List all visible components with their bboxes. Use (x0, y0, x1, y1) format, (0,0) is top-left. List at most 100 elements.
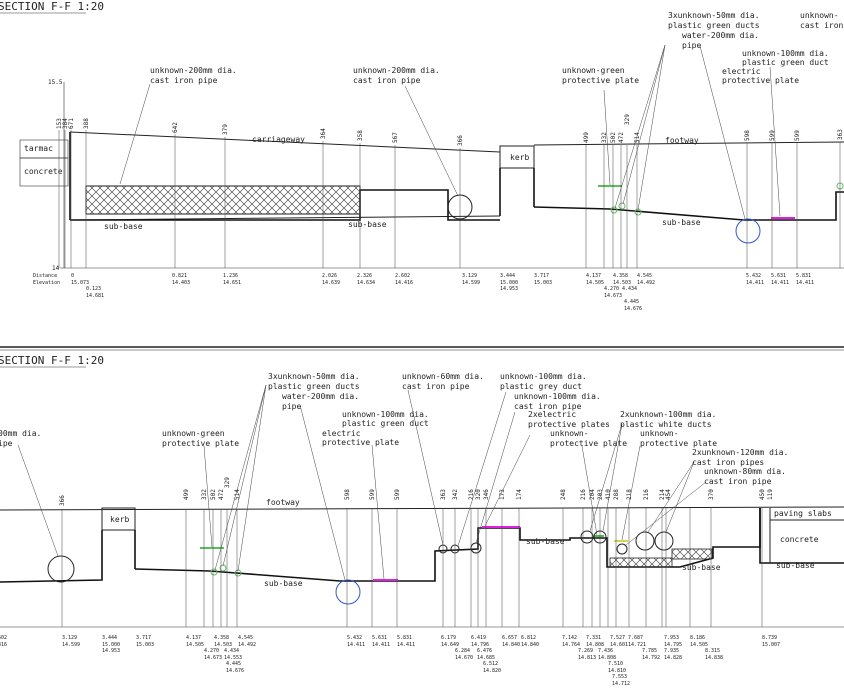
bottom-leader (371, 444, 385, 580)
top-station-elevation: 14.634 (357, 280, 375, 286)
top-annotation-line: unknown- (800, 11, 839, 20)
bottom-leader (407, 389, 444, 546)
top-station-elevation: 15.000 (500, 280, 518, 286)
bottom-120mm-pipe (654, 531, 674, 551)
bottom-station-elevation: 14.685 (477, 655, 495, 661)
top-carriageway-label: carriageway (252, 135, 305, 144)
bottom-leader (625, 481, 707, 546)
bottom-offset-label: 216 (580, 489, 587, 500)
top-leader (637, 44, 666, 211)
top-section: SECTION F-F 1:20 15.5 14 tarmac concrete… (0, 0, 844, 312)
bottom-offset-label: 332 (201, 489, 208, 500)
top-leader (614, 44, 666, 209)
top-annotations: unknown-200mm dia. cast iron pipe unknow… (150, 11, 844, 85)
bottom-station-distance: 8.739 (762, 635, 777, 641)
bottom-station-distance: 4.358 (214, 635, 229, 641)
bottom-station-distance: 4.270 (204, 648, 219, 654)
top-concrete-label: concrete (24, 167, 63, 176)
bottom-annotation-line: unknown-60mm dia. (402, 372, 484, 381)
bottom-offset-label: 214 (659, 489, 666, 500)
bottom-offset-label: 320 (475, 489, 482, 500)
top-station-distance: 4.445 (624, 299, 639, 305)
bottom-annotation-line: unknown-100mm dia. (514, 392, 601, 401)
bottom-station-elevation: 416 (0, 642, 7, 648)
bottom-offset-label: 366 (59, 495, 66, 506)
bottom-offset-label: 216 (468, 489, 475, 500)
bottom-station-elevation: 14.505 (186, 642, 204, 648)
bottom-station-elevation: 14.838 (705, 655, 723, 661)
top-leader (603, 89, 611, 186)
top-offset-label: 153 (56, 118, 63, 129)
top-offset-label: 364 (320, 128, 327, 139)
bottom-annotation-line: plastic white ducts (620, 420, 712, 429)
bottom-station-distance: 8.315 (705, 648, 720, 654)
bottom-station-labels: 602 416 3.129 14.599 3.444 15.000 14.953… (0, 635, 780, 687)
bottom-station-elevation: 15.000 (102, 642, 120, 648)
bottom-annotation-line: unknown-100mm dia. (500, 372, 587, 381)
bottom-station-elevation: 14.492 (238, 642, 256, 648)
bottom-station-distance: 6.179 (441, 635, 456, 641)
bottom-leader (602, 423, 623, 532)
top-subbase-label-1: sub-base (104, 222, 143, 231)
bottom-station-elevation: 14.712 (612, 681, 630, 687)
top-offset-label: 366 (457, 135, 464, 146)
bottom-station-distance: 602 (0, 635, 7, 641)
top-subbase-label-3: sub-base (662, 218, 701, 227)
bottom-station-distance: 7.687 (628, 635, 643, 641)
top-offset-label: 329 (624, 114, 631, 125)
bottom-kerb-box (101, 507, 136, 531)
bottom-leader-lines (17, 384, 707, 581)
top-station-distance: 5.432 (746, 273, 761, 279)
bottom-annotation-line: ipe (0, 439, 13, 448)
bottom-annotation-line: protective plate (322, 438, 399, 447)
top-station-elevation: 14.403 (172, 280, 190, 286)
bottom-offset-label: 119 (767, 489, 774, 500)
top-footway-surface (533, 141, 844, 146)
bottom-station-distance: 4.137 (186, 635, 201, 641)
bottom-station-distance: 7.785 (642, 648, 657, 654)
bottom-water-pipe (335, 579, 361, 605)
top-offset-label: 598 (744, 130, 751, 141)
top-station-elevation: 14.411 (746, 280, 764, 286)
bottom-station-distance: 4.545 (238, 635, 253, 641)
top-station-distance: 0 (71, 273, 74, 279)
bottom-white-duct (580, 530, 594, 544)
top-station-labels: 0 15.073 0.123 14.681 0.821 14.403 1.236… (71, 273, 814, 312)
bottom-annotation-line: unknown-80mm dia. (704, 467, 786, 476)
bottom-annotation-line: cast iron pipe (704, 477, 772, 486)
bottom-station-elevation: 14.649 (441, 642, 459, 648)
bottom-hatched-fill-2 (609, 557, 673, 568)
bottom-right-wall (759, 508, 844, 564)
top-annotation-line: plastic green ducts (668, 21, 760, 30)
bottom-station-elevation: 14.599 (62, 642, 80, 648)
top-leader (119, 83, 151, 185)
top-offset-label: 514 (634, 132, 641, 143)
top-annotation-line: protective plate (562, 76, 639, 85)
top-axis-bottom-label: 14 (52, 265, 60, 272)
top-annotation-line: pipe (682, 41, 701, 50)
top-station-distance: 2.326 (357, 273, 372, 279)
top-green-duct-1 (610, 206, 618, 214)
bottom-offset-label: 599 (369, 489, 376, 500)
top-station-distance: 4.270 (604, 286, 619, 292)
bottom-annotation-line: protective plate (162, 439, 239, 448)
bottom-leader (203, 445, 213, 548)
bottom-offset-label: 329 (224, 477, 231, 488)
bottom-station-distance: 7.553 (612, 674, 627, 680)
bottom-subbase-label-2: sub-base (526, 537, 565, 546)
bottom-concrete-label: concrete (780, 535, 819, 544)
top-hatched-fill (85, 185, 361, 215)
bottom-annotation-line: protective plate (640, 439, 717, 448)
bottom-offset-label: 203 (597, 489, 604, 500)
bottom-annotation-line: protective plates (528, 420, 610, 429)
bottom-annotation-line: plastic grey duct (500, 382, 582, 391)
top-tarmac-label: tarmac (24, 144, 53, 153)
bottom-paving-label: paving slabs (774, 509, 832, 518)
bottom-offset-label: 204 (589, 489, 596, 500)
top-offset-labels: 153 384 671 388 642 379 364 358 567 366 … (56, 114, 844, 146)
bottom-annotation-line: 3xunknown-50mm dia. (268, 372, 360, 381)
top-subbase-label-2: sub-base (348, 220, 387, 229)
bottom-offset-label: 174 (516, 489, 523, 500)
bottom-leader (222, 384, 267, 567)
bottom-station-elevation: 14.676 (226, 668, 244, 674)
